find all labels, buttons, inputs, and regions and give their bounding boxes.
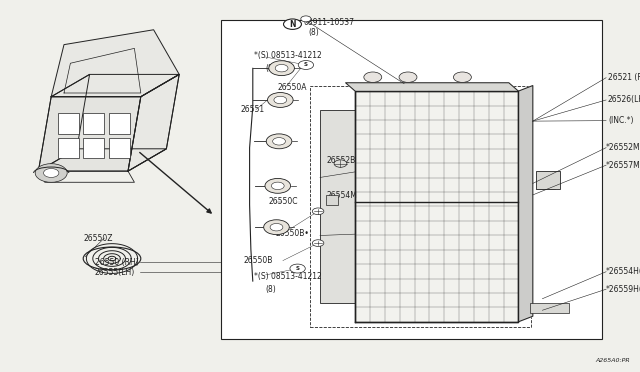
Circle shape <box>271 182 284 190</box>
Circle shape <box>312 240 324 246</box>
Bar <box>326 195 338 205</box>
Text: N: N <box>289 20 296 29</box>
Circle shape <box>44 169 59 177</box>
Circle shape <box>270 224 283 231</box>
Text: *(S) 08513-41212: *(S) 08513-41212 <box>254 51 322 60</box>
Text: 08911-10537: 08911-10537 <box>304 18 355 27</box>
Bar <box>58 138 79 158</box>
Circle shape <box>364 72 382 83</box>
Text: 26554M: 26554M <box>326 191 357 200</box>
Text: *26559H(LH): *26559H(LH) <box>606 285 640 294</box>
Circle shape <box>312 208 324 215</box>
Text: 26550A: 26550A <box>278 83 307 92</box>
Text: *(S) 08513-41212: *(S) 08513-41212 <box>254 272 322 281</box>
Bar <box>109 138 130 158</box>
Bar <box>536 171 561 189</box>
Text: 26550C: 26550C <box>269 197 298 206</box>
Circle shape <box>268 93 293 108</box>
Circle shape <box>273 138 285 145</box>
Circle shape <box>454 72 471 83</box>
Polygon shape <box>51 30 179 97</box>
Polygon shape <box>128 74 179 171</box>
Bar <box>58 113 79 134</box>
Circle shape <box>35 164 67 182</box>
Text: (8): (8) <box>266 285 276 294</box>
Text: (8): (8) <box>266 64 276 73</box>
Text: 26550Z: 26550Z <box>83 234 113 243</box>
Text: *26554H(RH): *26554H(RH) <box>606 267 640 276</box>
Text: *26557M(LH): *26557M(LH) <box>606 161 640 170</box>
Text: 26521 (RH): 26521 (RH) <box>608 73 640 82</box>
Circle shape <box>301 16 311 22</box>
Text: (8): (8) <box>308 28 319 37</box>
Circle shape <box>290 264 305 273</box>
Polygon shape <box>346 83 518 91</box>
Circle shape <box>266 134 292 149</box>
Bar <box>530 303 570 312</box>
Circle shape <box>269 61 294 76</box>
Circle shape <box>334 160 347 167</box>
Text: 26550B: 26550B <box>243 256 273 265</box>
Circle shape <box>298 61 314 70</box>
Circle shape <box>284 19 301 29</box>
Text: A265A0:PR: A265A0:PR <box>596 358 630 363</box>
Circle shape <box>274 96 287 104</box>
Bar <box>83 113 104 134</box>
Text: *26552M(RH): *26552M(RH) <box>606 143 640 152</box>
Text: 26550B•: 26550B• <box>275 229 309 238</box>
Text: 26551: 26551 <box>241 105 265 114</box>
Text: 26526(LH): 26526(LH) <box>608 96 640 105</box>
Text: (INC.*): (INC.*) <box>608 116 634 125</box>
Text: 26552B: 26552B <box>326 156 356 165</box>
Circle shape <box>264 220 289 235</box>
Polygon shape <box>38 97 141 171</box>
Circle shape <box>275 64 288 72</box>
Bar <box>221 20 602 339</box>
Bar <box>109 113 130 134</box>
Bar <box>320 110 355 303</box>
Bar <box>355 91 518 322</box>
Circle shape <box>265 179 291 193</box>
Circle shape <box>399 72 417 83</box>
Polygon shape <box>518 86 532 322</box>
Text: 26550 (RH): 26550 (RH) <box>95 258 138 267</box>
Text: S: S <box>296 266 300 271</box>
Bar <box>83 138 104 158</box>
Text: 26555(LH): 26555(LH) <box>95 268 135 277</box>
Bar <box>310 86 531 327</box>
Text: S: S <box>304 62 308 67</box>
